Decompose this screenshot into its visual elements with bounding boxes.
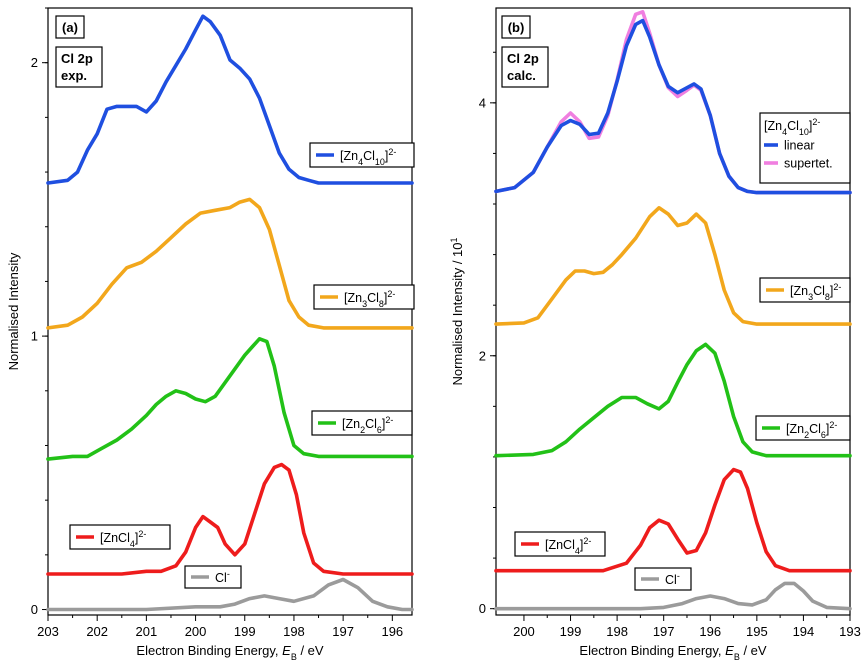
x-tick-label: 193 [839,624,861,639]
x-axis-title: Electron Binding Energy, EB / eV [579,643,766,661]
y-tick-label: 0 [31,602,38,617]
series-line [46,462,414,576]
series-line [494,581,852,611]
x-tick-label: 199 [234,624,256,639]
x-tick-label: 197 [332,624,354,639]
legend-label: [Zn2Cl6]2- [342,415,393,435]
x-tick-label: 199 [560,624,582,639]
inset-label: calc. [507,68,536,83]
series-line [494,467,852,573]
x-tick-label: 202 [86,624,108,639]
legend-label: [Zn3Cl8]2- [344,289,395,309]
series-line [46,336,414,461]
x-tick-label: 200 [513,624,535,639]
legend-box [184,565,242,589]
inset-label-box [55,46,103,88]
legend-label: [ZnCl4]2- [545,536,591,556]
plot-frame [47,7,413,616]
inset-label: Cl 2p [507,51,539,66]
group-legend-label: linear [784,139,815,153]
series-line [46,197,414,330]
panel-label: (a) [62,20,78,35]
series-line [46,14,414,185]
group-legend-title: [Zn4Cl10]2- [764,117,820,137]
y-tick-label: 2 [31,55,38,70]
panel-label: (b) [508,20,525,35]
x-tick-label: 198 [283,624,305,639]
plot-frame [495,7,851,616]
x-tick-label: 198 [606,624,628,639]
group-legend-label: supertet. [784,157,833,171]
series-line [494,206,852,326]
y-axis-title: Normalised Intensity / 101 [449,237,465,385]
x-tick-label: 196 [699,624,721,639]
legend-label: Cl- [665,571,680,587]
panel-label-box [501,15,531,39]
x-axis-title: Electron Binding Energy, EB / eV [136,643,323,661]
y-tick-label: 4 [479,95,486,110]
x-tick-label: 194 [793,624,815,639]
y-tick-label: 0 [479,601,486,616]
inset-label: Cl 2p [61,51,93,66]
y-tick-label: 1 [31,329,38,344]
legend-label: [Zn3Cl8]2- [790,282,841,302]
x-tick-label: 196 [381,624,403,639]
legend-label: [Zn2Cl6]2- [786,420,837,440]
chart-panel-a: 203 202 201 200 199 198 197 196 0 1 2 Electron Bind… [6,7,415,661]
series-line [46,577,414,612]
x-tick-label: 195 [746,624,768,639]
inset-label: exp. [61,68,87,83]
series-line [494,342,852,458]
y-tick-label: 2 [479,348,486,363]
inset-label-box [501,46,549,88]
x-tick-label: 200 [185,624,207,639]
series-line [494,18,852,195]
x-tick-label: 197 [653,624,675,639]
x-tick-label: 203 [37,624,59,639]
legend-label: Cl- [215,569,230,585]
group-legend-box [759,112,851,184]
y-axis-title: Normalised Intensity [6,252,21,370]
legend-box [634,567,692,591]
legend-label: [ZnCl4]2- [100,529,146,549]
panel-label-box [55,15,85,39]
legend-label: [Zn4Cl10]2- [340,147,396,167]
x-tick-label: 201 [136,624,158,639]
chart-panel-b: 200 199 198 197 196 195 194 193 0 2 4 Electron Bind… [449,7,861,661]
